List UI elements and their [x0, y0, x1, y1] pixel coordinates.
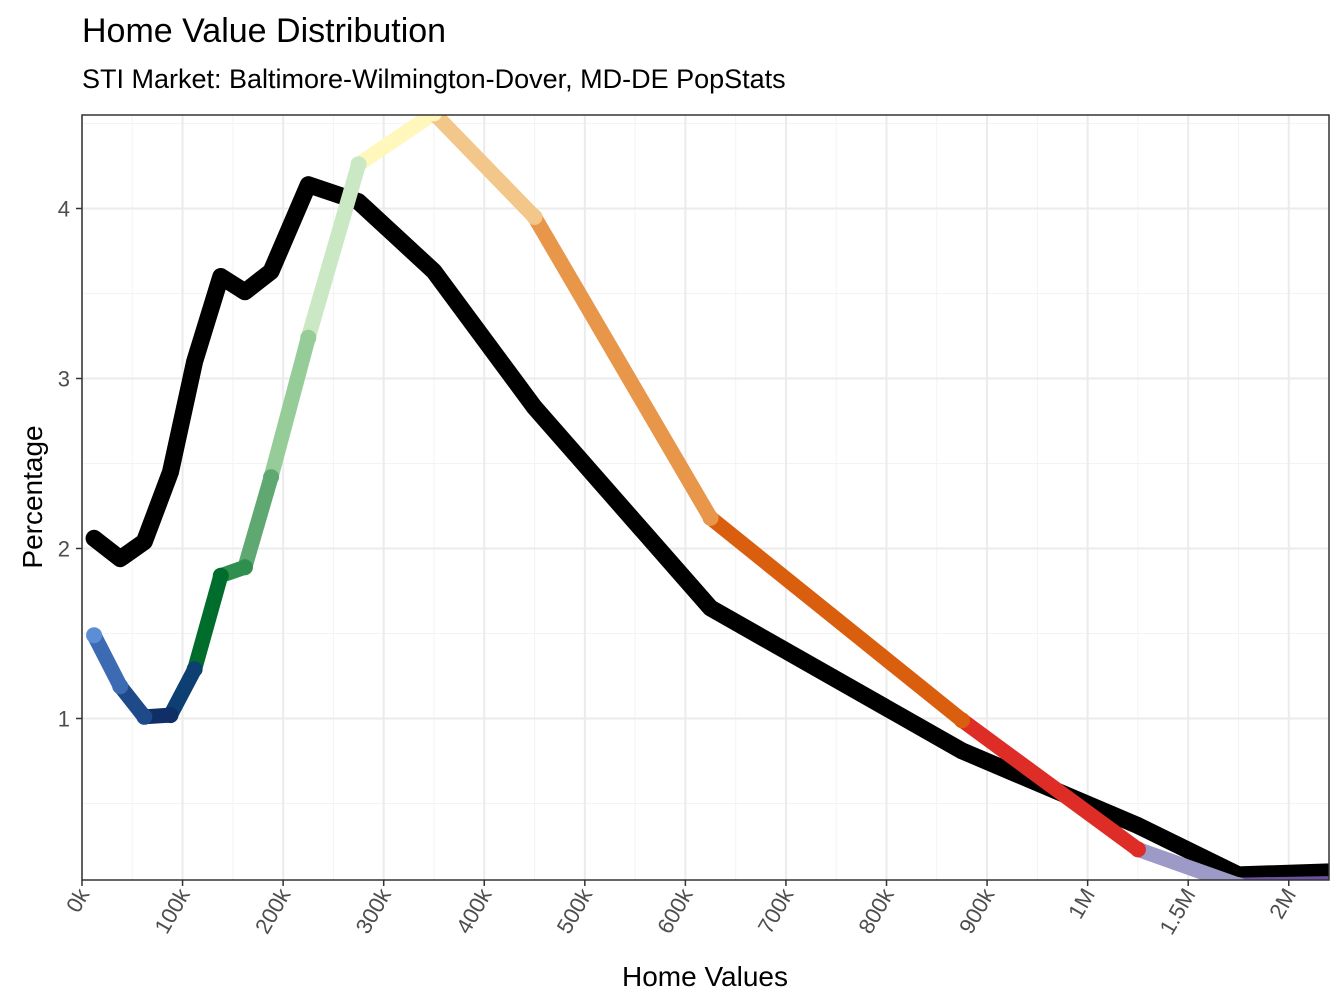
market-point [1331, 875, 1344, 891]
x-tick-label: 400k [451, 883, 497, 938]
x-tick-label: 500k [552, 883, 598, 938]
x-tick-label: 2M [1264, 884, 1301, 923]
market-line-segment [954, 712, 1146, 857]
market-line-segment [187, 568, 229, 677]
market-point [162, 707, 179, 724]
market-point [263, 469, 280, 486]
market-point [112, 678, 129, 695]
x-tick-label: 1M [1063, 884, 1100, 923]
x-tick-label: 1.5M [1154, 884, 1200, 939]
market-line-segment [300, 156, 367, 346]
market-point [702, 509, 719, 526]
market-line-segment [351, 115, 442, 172]
chart-subtitle: STI Market: Baltimore-Wilmington-Dover, … [82, 64, 786, 94]
market-line-segment [162, 661, 203, 723]
plot-border [81, 114, 1330, 881]
x-tick-label: 600k [652, 883, 698, 938]
x-tick-label: 100k [149, 883, 195, 938]
market-line-segment [86, 627, 128, 694]
x-axis-title: Home Values [622, 961, 788, 992]
y-tick-label: 4 [58, 197, 70, 222]
y-tick-label: 3 [58, 367, 70, 392]
y-tick-label: 1 [58, 707, 70, 732]
market-point [953, 712, 970, 729]
market-point [236, 559, 253, 576]
market-point [1129, 841, 1146, 858]
x-tick-label: 800k [853, 883, 899, 938]
x-axis: 0k 100k 200k 300k 400k 500k 600k 700k 800k 900k 1M… [61, 880, 1301, 939]
market-point [526, 209, 543, 225]
chart-title: Home Value Distribution [82, 12, 447, 50]
market-line-segment [237, 469, 279, 575]
market-point [300, 329, 317, 346]
y-tick-label: 2 [58, 537, 70, 562]
market-line-segment [263, 330, 316, 485]
market-line-segment [527, 209, 719, 526]
x-tick-label: 300k [351, 883, 397, 938]
market-point [350, 156, 367, 173]
x-tick-label: 700k [753, 883, 799, 938]
popstats-line [85, 176, 1329, 880]
market-point [212, 567, 229, 584]
market-point [86, 627, 103, 644]
market-line-segment [426, 115, 543, 225]
x-tick-label: 0k [61, 883, 95, 916]
series-layer [85, 115, 1344, 891]
market-point [186, 661, 203, 678]
x-tick-label: 900k [954, 883, 1000, 938]
y-axis-title: Percentage [17, 425, 48, 568]
x-tick-label: 200k [250, 883, 296, 938]
market-point [136, 708, 153, 725]
y-axis: 1 2 3 4 [58, 197, 82, 732]
market-line-segment [703, 510, 970, 728]
market-line-segment [1130, 841, 1244, 880]
market-point [426, 115, 442, 122]
